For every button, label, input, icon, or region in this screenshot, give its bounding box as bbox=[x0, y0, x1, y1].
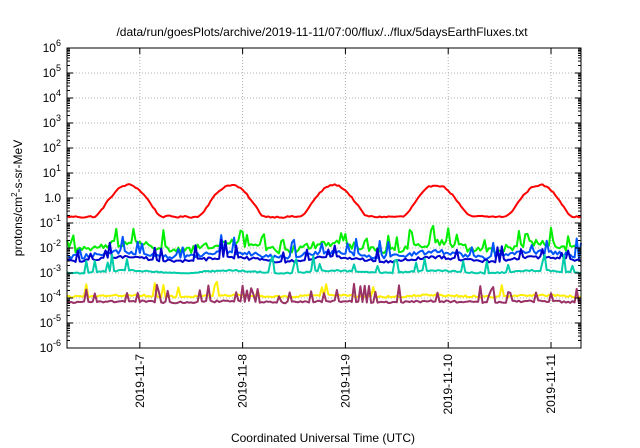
y-tick-label: 1.0 bbox=[44, 191, 61, 205]
y-tick-label: 10-2 bbox=[40, 238, 61, 255]
y-axis-label-exponent: 2 bbox=[10, 192, 19, 197]
y-tick-label: 103 bbox=[43, 113, 61, 130]
x-tick-label: 2019-11-8 bbox=[236, 354, 250, 408]
x-axis-ticks: 2019-11-7 2019-11-8 2019-11-9 2019-11-10 201… bbox=[133, 48, 558, 415]
x-tick-label: 2019-11-11 bbox=[544, 354, 558, 414]
series-line-5 bbox=[66, 253, 582, 275]
y-axis-label-unit: protons/cm bbox=[11, 197, 25, 256]
x-axis-label: Coordinated Universal Time (UTC) bbox=[231, 431, 415, 445]
series-group bbox=[66, 183, 582, 305]
y-tick-label: 105 bbox=[43, 63, 61, 80]
chart-title: /data/run/goesPlots/archive/2019-11-11/0… bbox=[116, 25, 528, 39]
y-axis-ticks: 10-6 10-5 10-4 10-3 10-2 10-1 1.0 101 102 103 104 1… bbox=[40, 38, 581, 355]
x-tick-label: 2019-11-9 bbox=[338, 354, 352, 408]
y-tick-label: 10-4 bbox=[40, 288, 61, 305]
y-tick-label: 104 bbox=[43, 88, 61, 105]
y-axis-label: protons/cm2-s-sr-MeV bbox=[10, 140, 25, 256]
x-tick-label: 2019-11-7 bbox=[133, 354, 147, 408]
series-line-7 bbox=[66, 282, 582, 305]
y-tick-label: 101 bbox=[43, 163, 61, 180]
y-tick-label: 10-3 bbox=[40, 263, 61, 280]
series-line-4 bbox=[66, 238, 582, 264]
y-tick-label: 10-6 bbox=[40, 338, 61, 355]
x-tick-label: 2019-11-10 bbox=[441, 354, 455, 415]
y-tick-label: 106 bbox=[43, 38, 61, 55]
y-tick-label: 102 bbox=[43, 138, 61, 155]
y-tick-label: 10-5 bbox=[40, 313, 61, 330]
y-tick-label: 10-1 bbox=[40, 213, 61, 230]
series-line-1 bbox=[66, 183, 582, 219]
y-axis-label-rest: -s-sr-MeV bbox=[11, 140, 25, 193]
